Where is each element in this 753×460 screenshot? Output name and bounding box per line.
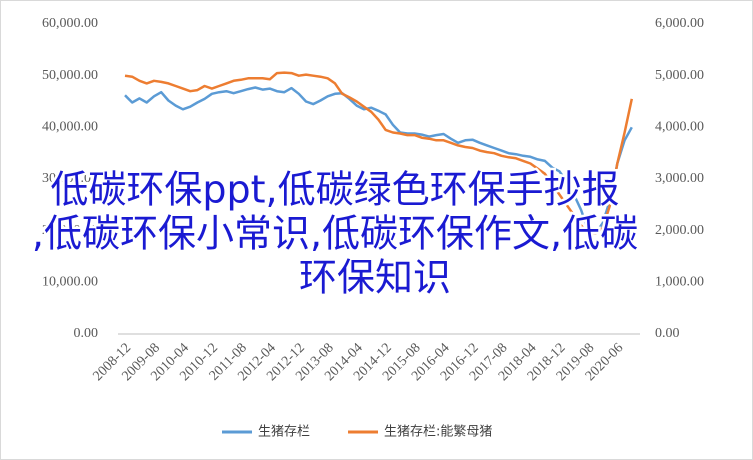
y2-tick-label: 1,000.00	[655, 275, 704, 290]
y2-tick-label: 0.00	[655, 326, 680, 341]
y-tick-label: 30,000.00	[42, 171, 98, 186]
annotation-text: ,低碳环保小常识,低碳环保作文,低碳	[32, 212, 638, 256]
y2-tick-label: 2,000.00	[655, 223, 704, 238]
y-tick-label: 20,000.00	[42, 223, 98, 238]
legend-label: 生猪存栏	[258, 425, 310, 440]
y-tick-label: 10,000.00	[42, 275, 98, 290]
legend-label: 生猪存栏:能繁母猪	[384, 424, 492, 440]
y2-tick-label: 6,000.00	[655, 16, 704, 31]
y-tick-label: 40,000.00	[42, 120, 98, 135]
series-line	[124, 86, 633, 235]
y-tick-label: 50,000.00	[42, 68, 98, 83]
annotation-text: 环保知识	[299, 256, 451, 300]
y-tick-label: 60,000.00	[42, 16, 98, 31]
y2-tick-label: 3,000.00	[655, 171, 704, 186]
y2-tick-label: 5,000.00	[655, 68, 704, 83]
annotation-text: 低碳环保ppt,低碳绿色环保手抄报	[50, 168, 619, 212]
y2-tick-label: 4,000.00	[655, 120, 704, 135]
y-tick-label: 0.00	[74, 326, 99, 341]
series-line	[124, 71, 634, 235]
